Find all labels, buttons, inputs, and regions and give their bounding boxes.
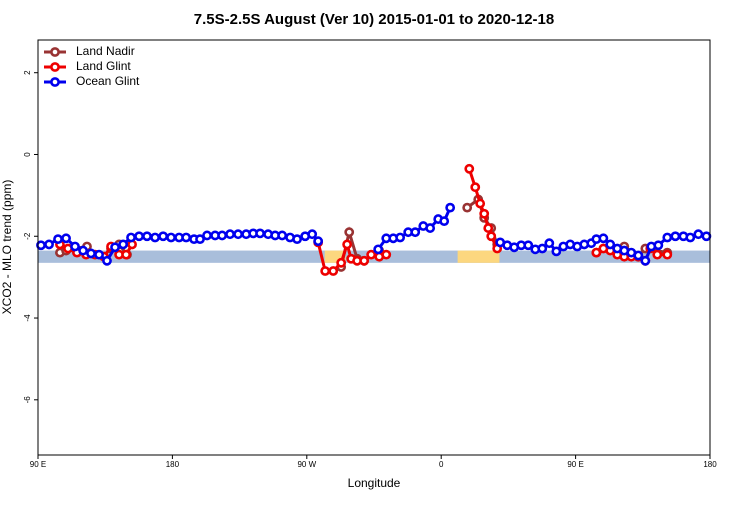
data-point (701, 231, 712, 242)
data-point (633, 250, 644, 261)
data-point (475, 198, 486, 209)
data-point (126, 232, 136, 243)
plot-area (36, 163, 712, 276)
data-point (670, 231, 681, 242)
legend-marker (50, 77, 60, 87)
data-point (591, 247, 602, 258)
y-axis-label: XCO2 - MLO trend (ppm) (0, 180, 14, 315)
data-point (292, 234, 302, 245)
data-point (381, 249, 392, 260)
data-point (78, 245, 88, 256)
data-point (328, 266, 339, 276)
data-point (307, 229, 318, 240)
data-point (537, 243, 548, 254)
data-point (464, 163, 475, 174)
x-tick-label: 180 (703, 460, 717, 469)
data-point (551, 246, 562, 257)
data-point (277, 230, 288, 241)
x-tick-label: 90 E (567, 460, 583, 469)
data-point (544, 238, 555, 249)
data-point (255, 228, 265, 239)
x-tick-label: 90 W (297, 460, 316, 469)
data-point (605, 239, 616, 250)
data-point (61, 233, 71, 244)
data-point (662, 232, 673, 243)
x-tick-label: 90 E (30, 460, 46, 469)
data-point (395, 232, 406, 243)
legend-label: Land Glint (76, 59, 131, 73)
data-point (366, 249, 377, 260)
y-tick-label: -6 (23, 396, 32, 404)
data-point (53, 234, 63, 245)
chart-title: 7.5S-2.5S August (Ver 10) 2015-01-01 to … (194, 11, 554, 28)
data-point (344, 227, 355, 238)
data-point (462, 202, 473, 213)
data-point (373, 244, 384, 255)
data-point (653, 240, 664, 251)
data-point (320, 266, 331, 276)
data-point (110, 242, 120, 253)
data-point (181, 232, 192, 243)
data-point (479, 208, 490, 219)
y-tick-label: 2 (23, 70, 32, 75)
y-tick-label: -4 (23, 314, 32, 322)
x-axis-label: Longitude (348, 476, 401, 490)
data-point (121, 249, 132, 260)
data-point (470, 182, 481, 193)
data-point (118, 239, 129, 250)
data-point (445, 202, 456, 213)
data-point (142, 231, 152, 242)
data-point (523, 240, 534, 251)
data-point (483, 223, 494, 233)
data-point (94, 249, 104, 260)
data-point (102, 255, 112, 266)
y-tick-label: -2 (23, 232, 32, 240)
data-point (134, 231, 144, 242)
data-point (410, 227, 421, 238)
data-point (662, 249, 673, 260)
legend-label: Ocean Glint (76, 74, 140, 88)
data-point (202, 230, 212, 241)
data-point (425, 223, 436, 233)
data-point (70, 241, 80, 252)
data-point (158, 231, 169, 242)
data-point (336, 257, 347, 268)
data-point (598, 233, 609, 244)
data-point (342, 239, 353, 250)
data-point (150, 232, 160, 243)
y-tick-label: 0 (23, 152, 32, 157)
data-point (652, 249, 663, 260)
band-highlight (457, 250, 500, 263)
data-point (693, 229, 704, 240)
x-tick-label: 180 (166, 460, 180, 469)
data-point (640, 255, 651, 266)
data-point (313, 236, 324, 247)
data-point (44, 239, 54, 250)
data-point (166, 232, 176, 243)
x-tick-label: 0 (439, 460, 444, 469)
data-point (486, 231, 497, 242)
legend-marker (50, 62, 60, 72)
data-point (685, 232, 696, 243)
data-point (225, 229, 235, 240)
data-point (439, 216, 450, 227)
data-point (233, 229, 244, 240)
data-point (359, 255, 370, 266)
legend-marker (50, 47, 60, 57)
data-point (195, 234, 205, 245)
data-point (86, 248, 96, 259)
plot-frame (37, 39, 711, 456)
legend-label: Land Nadir (76, 44, 135, 58)
data-point (217, 230, 228, 241)
